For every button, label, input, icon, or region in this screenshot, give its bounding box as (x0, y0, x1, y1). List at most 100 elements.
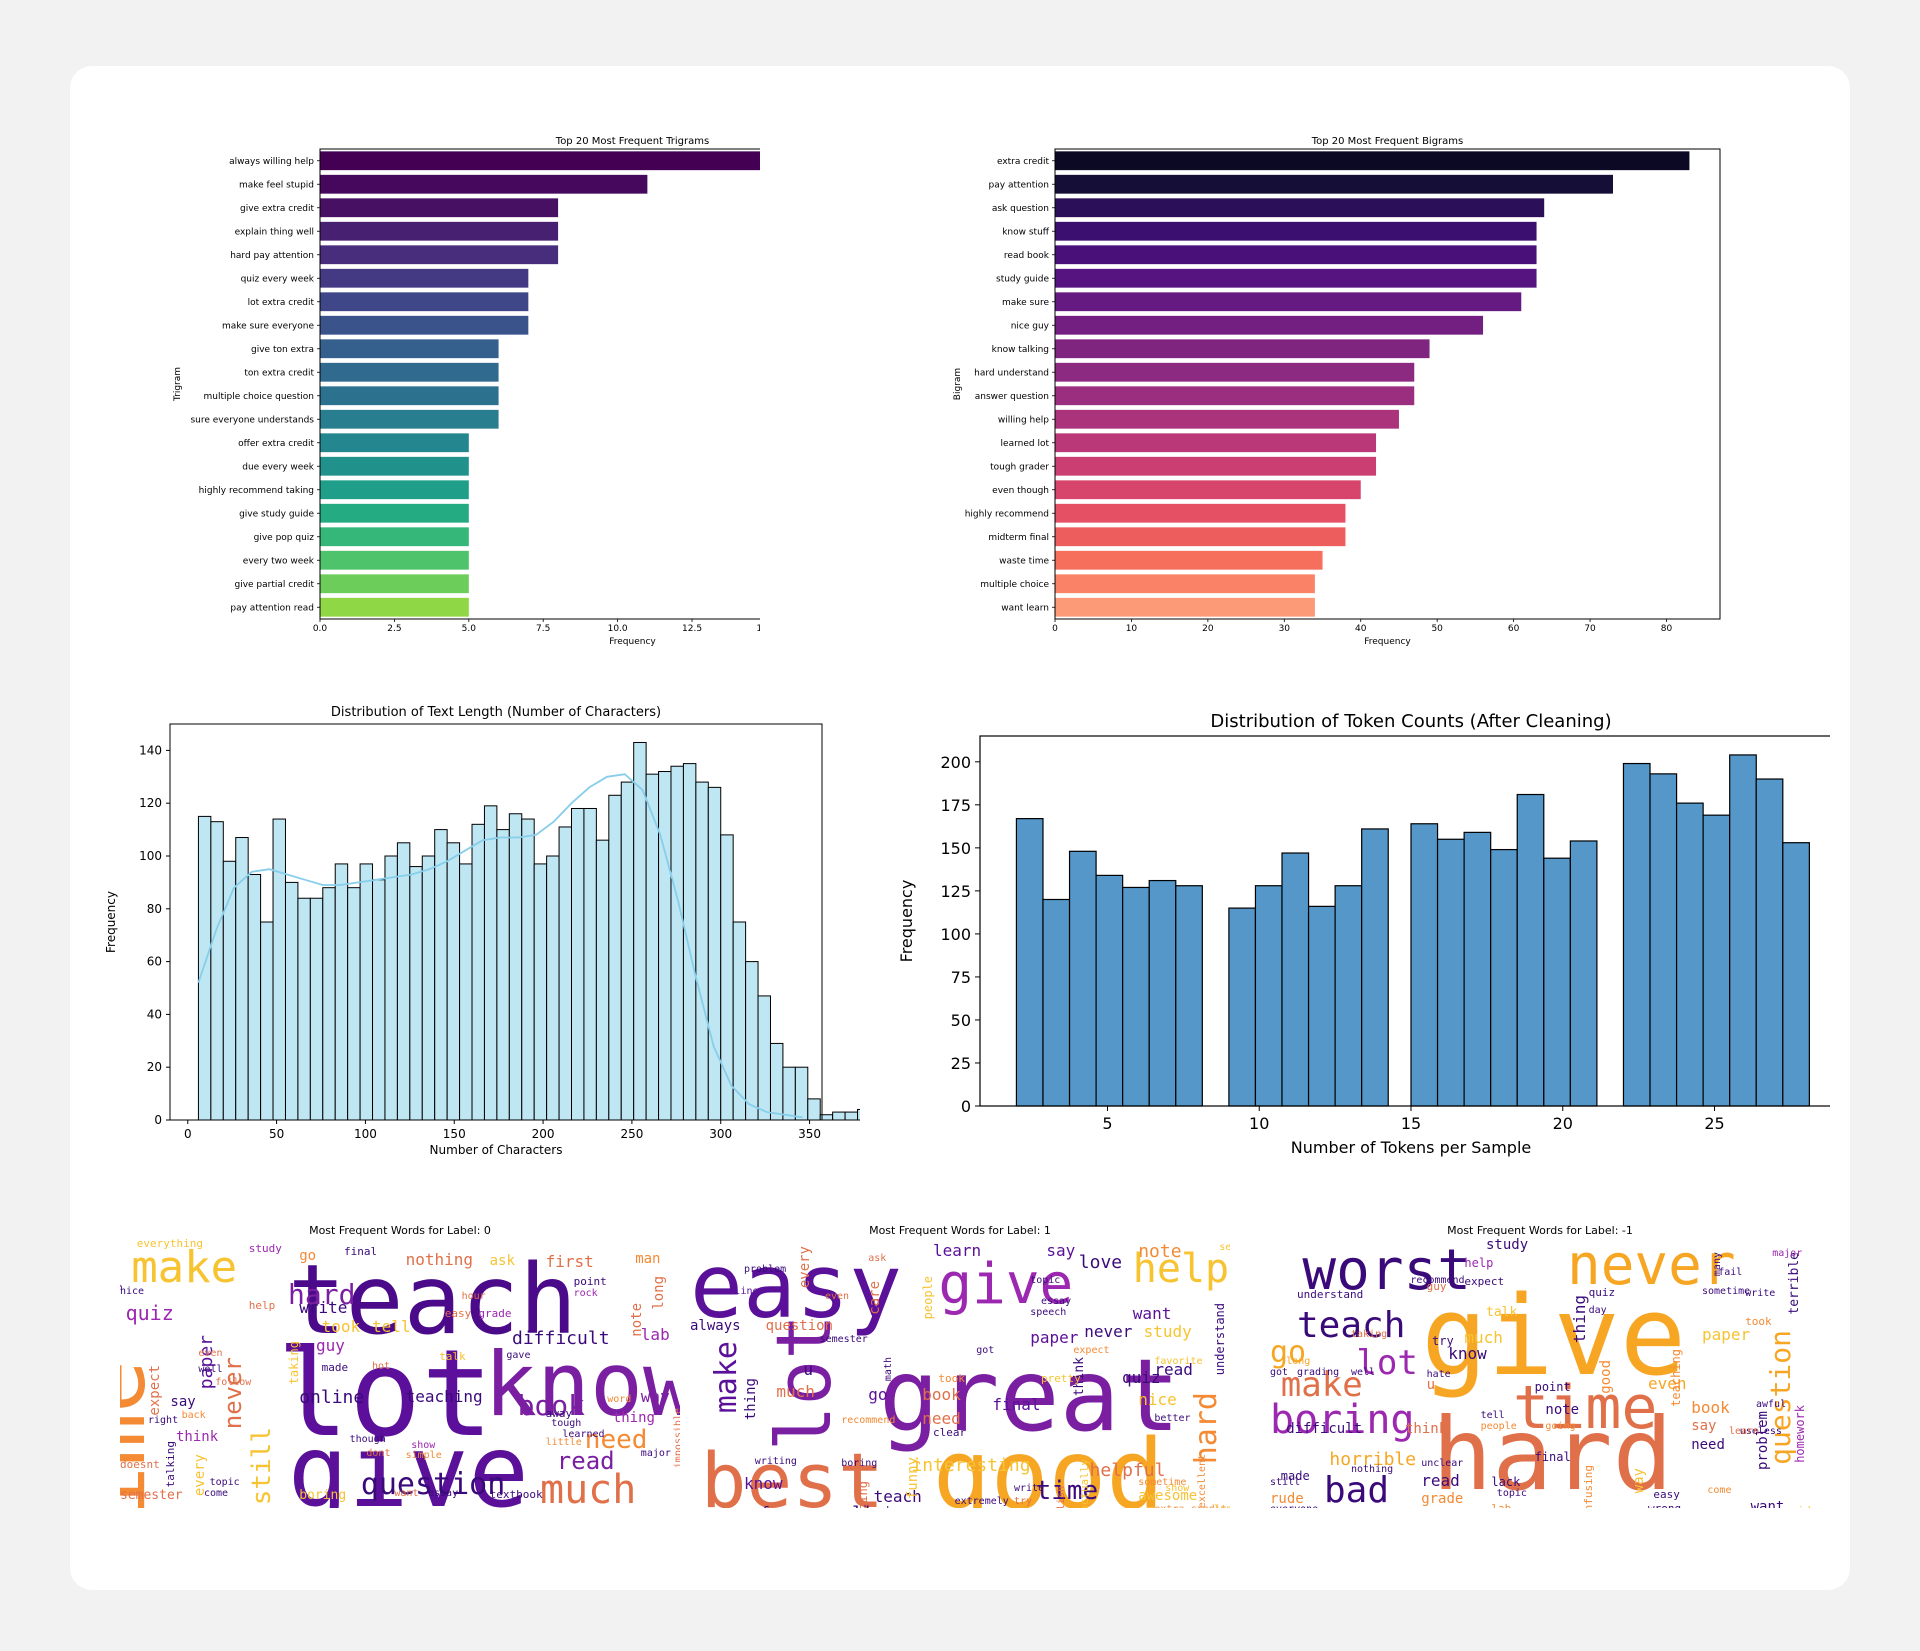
wordcloud-word: point (573, 1274, 607, 1288)
y-tick-label: 120 (139, 796, 162, 810)
wordcloud-word: book (1691, 1398, 1730, 1417)
x-tick-label: 5.0 (462, 624, 477, 634)
wordcloud-word: always (690, 1318, 741, 1334)
histogram-bar (757, 995, 771, 1121)
histogram-bar (1334, 885, 1363, 1107)
category-label: know talking (992, 345, 1049, 355)
bar (1055, 362, 1415, 382)
wordcloud-word: amazing (856, 1481, 871, 1508)
x-tick-label: 50 (1431, 624, 1443, 634)
wordcloud-word: lab (640, 1325, 670, 1345)
bar (1055, 174, 1613, 194)
histogram-bar (1755, 778, 1784, 1107)
wordcloud-word: taking (1351, 1328, 1388, 1340)
wordcloud-word: major (1772, 1247, 1803, 1259)
wordcloud-word: lack (1491, 1474, 1521, 1489)
wordcloud-word: want (1750, 1498, 1785, 1508)
wordcloud-word: man (635, 1250, 661, 1267)
category-label: pay attention (989, 180, 1049, 190)
wordcloud-word: extra credit (1154, 1505, 1226, 1508)
wordcloud-word: study (1143, 1322, 1192, 1342)
histogram-bar (1228, 907, 1257, 1107)
wordcloud-word: wrong (1648, 1503, 1681, 1508)
wordcloud-word: dont (366, 1447, 391, 1459)
x-axis-label: Frequency (1364, 637, 1411, 647)
x-tick-label: 7.5 (536, 624, 550, 634)
wordcloud-word: follow (215, 1377, 252, 1389)
wordcloud-word: want (1132, 1303, 1172, 1323)
category-label: know stuff (1002, 227, 1050, 237)
wordcloud-word: give (1421, 1272, 1687, 1401)
histogram-bar (459, 863, 473, 1121)
wordcloud-word: textbook (489, 1488, 543, 1502)
wordcloud-word: u (803, 1360, 814, 1380)
histogram-bar (483, 805, 498, 1121)
histogram-bar (1622, 762, 1651, 1107)
bar (320, 503, 469, 523)
wordcloud-word: though (349, 1434, 386, 1446)
wordcloud-word: homework (1792, 1405, 1807, 1464)
histogram-bar (670, 765, 684, 1121)
x-tick-label: 25 (1704, 1114, 1724, 1133)
wordcloud-word: great (879, 1337, 1181, 1454)
histogram-bar (595, 839, 610, 1121)
wordcloud-word: day (1588, 1304, 1607, 1316)
wordcloud-word: helpful (1089, 1460, 1166, 1482)
wordcloud-word: guy (316, 1335, 345, 1355)
category-label: nice guy (1011, 321, 1050, 331)
histogram-bar (1307, 905, 1336, 1107)
plot-frame (979, 735, 1830, 1107)
wordcloud-word: sometime (1138, 1477, 1187, 1489)
wordcloud-word: expect (147, 1364, 163, 1416)
wordcloud-word: thing (612, 1409, 655, 1426)
bar (1055, 339, 1430, 359)
wordcloud-word: say (1046, 1241, 1076, 1261)
chart-title: Distribution of Text Length (Number of C… (331, 705, 661, 720)
category-label: ask question (992, 204, 1049, 214)
x-tick-label: 30 (1279, 624, 1291, 634)
bar (1055, 433, 1377, 453)
wordcloud-word: make (708, 1340, 744, 1413)
category-label: give partial credit (234, 580, 314, 590)
y-tick-label: 140 (139, 743, 162, 757)
wordcloud-word: took (1745, 1315, 1772, 1329)
wordcloud-word: everyone (1270, 1505, 1318, 1508)
wordcloud-word: simple (405, 1450, 442, 1462)
category-label: make feel stupid (239, 180, 314, 190)
category-label: pay attention read (230, 603, 314, 613)
histogram-bar (396, 842, 411, 1121)
wordcloud-word: good (933, 1419, 1165, 1508)
category-label: make sure (1002, 298, 1049, 308)
x-tick-label: 60 (1508, 624, 1520, 634)
wordcloud-word: still (246, 1427, 277, 1506)
histogram-bar (1729, 754, 1757, 1107)
wordcloud-word: quiz (1588, 1285, 1616, 1299)
category-label: study guide (996, 274, 1049, 284)
histogram-bar (1436, 838, 1465, 1107)
bar (320, 221, 559, 241)
wordcloud-word: make (1280, 1364, 1363, 1405)
category-label: hard pay attention (230, 251, 314, 261)
histogram-bar (1042, 898, 1071, 1107)
wordcloud-word: essay (1041, 1296, 1072, 1308)
histogram-bar (1281, 852, 1310, 1107)
wordcloud-word: talking (163, 1440, 177, 1487)
wordcloud-word: nice (1138, 1389, 1177, 1409)
y-axis-label: Frequency (104, 891, 118, 953)
wordcloud-word: got (1270, 1366, 1289, 1378)
wordcloud-word: come (1707, 1485, 1732, 1497)
wordcloud-word: read (1154, 1360, 1193, 1380)
histogram-bar (1122, 886, 1150, 1107)
wordcloud-word: think (1405, 1420, 1448, 1437)
wordcloud-word: time (1513, 1373, 1658, 1444)
wordcloud-word: lot (276, 1325, 494, 1465)
trigram-bar-chart: always willing help make feel stupid give … (173, 136, 760, 647)
category-label: multiple choice question (203, 392, 314, 402)
bar (320, 527, 469, 547)
x-tick-label: 10 (1126, 624, 1138, 634)
wordcloud-word: need (922, 1408, 961, 1428)
y-tick-label: 200 (940, 753, 971, 772)
wordcloud-word: made (321, 1361, 349, 1375)
x-tick-label: 200 (532, 1127, 555, 1141)
token-count-histogram: 5 10 15 20 25 0 25 50 75 100 125 150 175 200 Distribut… (897, 711, 1830, 1157)
